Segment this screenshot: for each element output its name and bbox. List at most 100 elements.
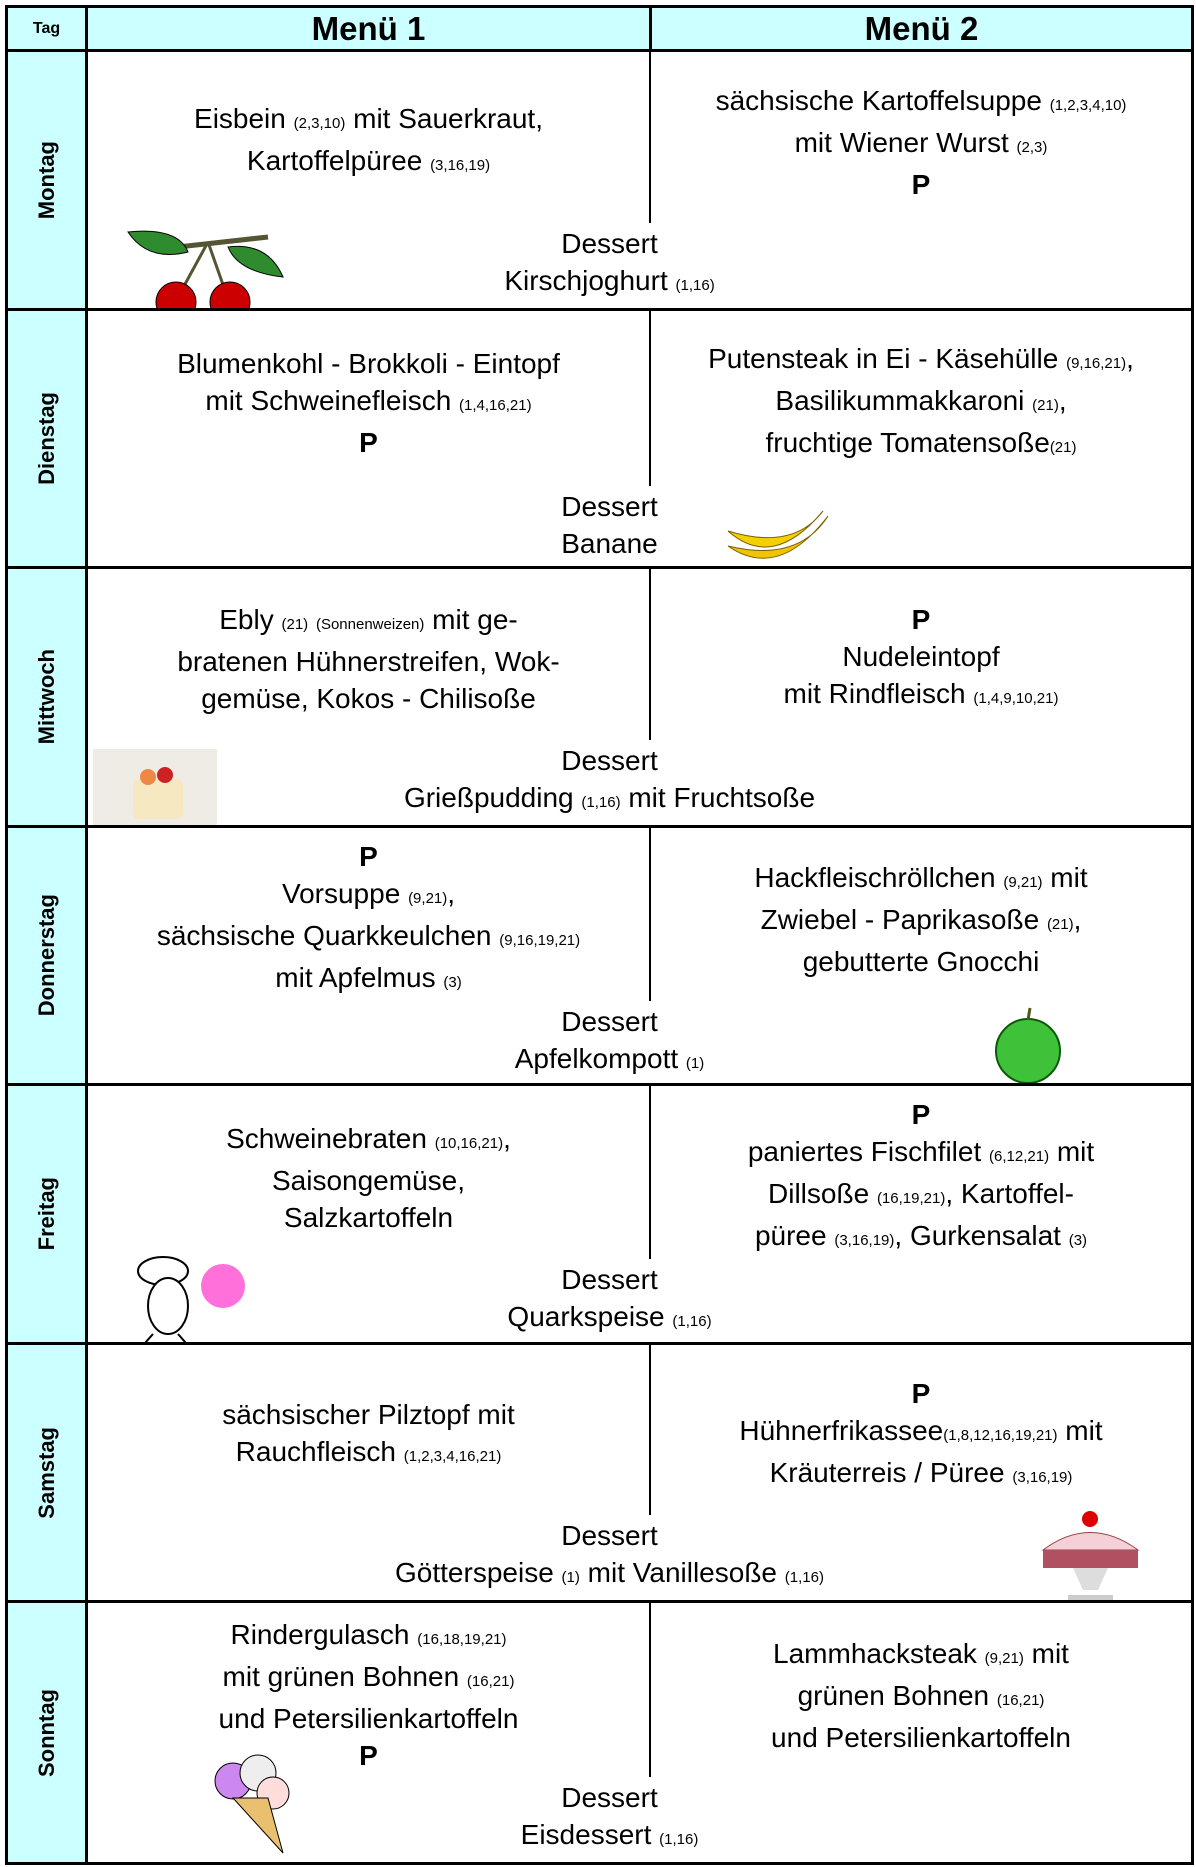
dish-text: , <box>447 877 456 909</box>
menu-line: Dessert <box>561 1779 657 1816</box>
dish-text: Kräuterreis / Püree <box>769 1456 1013 1488</box>
dish-text: fruchtige Tomatensoße <box>765 427 1050 459</box>
dish-text: Dessert <box>561 1782 658 1813</box>
allergen-codes: (Sonnenweizen) <box>315 616 425 634</box>
menu-line: mit Rindfleisch (1,4,9,10,21) <box>784 675 1059 717</box>
allergen-codes: (3,16,19) <box>834 1232 895 1250</box>
dish-text: Dillsoße <box>768 1178 877 1210</box>
day-cell: Freitag <box>8 1086 88 1345</box>
day-cell: Montag <box>8 52 88 311</box>
menu-line: P <box>359 838 378 875</box>
dish-text <box>308 604 316 635</box>
day-cell: Sonntag <box>8 1603 88 1862</box>
day-label: Montag <box>33 140 59 219</box>
menu2: Hackfleischröllchen (9,21) mit Zwiebel - … <box>649 827 1191 1001</box>
dish-text: grünen Bohnen <box>797 1679 997 1711</box>
menu-line: Basilikummakkaroni (21), <box>775 382 1066 424</box>
dish-text: mit grünen Bohnen <box>222 1661 467 1693</box>
dish-text: Putensteak in Ei - Käsehülle <box>708 343 1067 375</box>
menus: Schweinebraten (10,16,21), Saisongemüse, S… <box>88 1086 1191 1260</box>
menu-line: P <box>912 166 931 203</box>
menu-line: Hühnerfrikassee(1,8,12,16,19,21) mit <box>739 1412 1102 1454</box>
menu-line: P <box>912 601 931 638</box>
menu-line: Dessert <box>561 1003 657 1040</box>
allergen-codes: (9,16,19,21) <box>499 931 581 949</box>
dish-text: Grießpudding <box>403 781 582 813</box>
allergen-codes: (2,3,10) <box>293 115 346 133</box>
menu-line: Dessert <box>561 1261 657 1298</box>
menu-line: Eisdessert (1,16) <box>521 1816 699 1858</box>
day-label: Donnerstag <box>33 894 59 1017</box>
menu-line: bratenen Hühnerstreifen, Wok- <box>177 643 559 680</box>
menu-line: püree (3,16,19), Gurkensalat (3) <box>755 1217 1087 1259</box>
dish-text: Dessert <box>561 1264 658 1296</box>
menu-line: Ebly (21) (Sonnenweizen) mit ge- <box>219 601 517 643</box>
dessert: Dessert Eisdessert (1,16) <box>88 1777 1131 1862</box>
allergen-codes: (16,18,19,21) <box>417 1631 507 1649</box>
menu1: Ebly (21) (Sonnenweizen) mit ge-bratenen… <box>88 569 649 740</box>
day-label: Dienstag <box>33 391 59 485</box>
dish-text: mit Apfelmus <box>275 961 444 993</box>
allergen-codes: (3,16,19) <box>1012 1468 1073 1486</box>
dessert: Dessert Grießpudding (1,16) mit Fruchtsoß… <box>88 740 1131 825</box>
menu-line: und Petersilienkartoffeln <box>219 1700 519 1737</box>
menu-line: P <box>359 1737 378 1774</box>
menu-line: fruchtige Tomatensoße(21) <box>766 424 1077 466</box>
allergen-codes: (1,8,12,16,19,21) <box>943 1426 1058 1444</box>
menu-line: Hackfleischröllchen (9,21) mit <box>754 859 1087 901</box>
dish-text: Banane <box>561 528 658 560</box>
menu-line: Quarkspeise (1,16) <box>507 1298 711 1340</box>
illustration <box>127 230 284 308</box>
allergen-codes: (1,2,3,4,16,21) <box>403 1447 502 1465</box>
allergen-codes: (1,4,9,10,21) <box>973 690 1059 708</box>
allergen-codes: (2,3) <box>1016 138 1048 156</box>
pork-mark: P <box>911 1377 931 1409</box>
menu1: Blumenkohl - Brokkoli - Eintopf mit Schwe… <box>88 311 649 487</box>
dish-text: Salzkartoffeln <box>283 1201 454 1233</box>
dish-text: Eisdessert <box>520 1819 660 1850</box>
day-cell: Donnerstag <box>8 827 88 1087</box>
menu-line: sächsischer Pilztopf mit <box>222 1396 515 1433</box>
dish-text: Dessert <box>561 1520 658 1552</box>
header-day: Tag <box>8 8 88 52</box>
day-row: Schweinebraten (10,16,21), Saisongemüse, S… <box>88 1086 1191 1345</box>
allergen-codes: (1,16) <box>581 793 621 811</box>
day-cell: Mittwoch <box>8 569 88 828</box>
allergen-codes: (16,21) <box>466 1673 515 1691</box>
dish-text: gebutterte Gnocchi <box>802 945 1040 977</box>
illustration <box>1041 1510 1140 1601</box>
allergen-codes: (9,21) <box>1003 873 1043 891</box>
dish-text: , <box>503 1122 511 1154</box>
menu2: Putensteak in Ei - Käsehülle (9,16,21), B… <box>649 310 1191 487</box>
dish-text: Nudeleintopf <box>842 641 1000 673</box>
allergen-codes: (10,16,21) <box>434 1134 504 1152</box>
menu1: sächsischer Pilztopf mit Rauchfleisch (1,… <box>88 1345 649 1516</box>
dish-text: Hühnerfrikassee <box>739 1414 944 1446</box>
dish-text: gemüse, Kokos - Chilisoße <box>201 683 536 715</box>
dish-text: sächsische Quarkkeulchen <box>156 919 500 951</box>
dish-text: , Kartoffel- <box>945 1178 1074 1210</box>
menu1: Rindergulasch (16,18,19,21) mit grünen Bo… <box>88 1603 649 1777</box>
day-row: Rindergulasch (16,18,19,21) mit grünen Bo… <box>88 1603 1191 1862</box>
dessert: Dessert Götterspeise (1) mit Vanillesoße … <box>88 1515 1131 1600</box>
dish-text: püree <box>754 1220 835 1252</box>
menu-line: gemüse, Kokos - Chilisoße <box>201 680 536 717</box>
menu-line: P <box>912 1375 931 1412</box>
menu-line: Rindergulasch (16,18,19,21) <box>230 1616 506 1658</box>
dish-text: Dessert <box>561 491 658 523</box>
pork-mark: P <box>911 604 931 636</box>
dish-text: Vorsuppe <box>281 877 409 909</box>
dish-text: Zwiebel - Paprikasoße <box>760 903 1047 935</box>
menu-line: P <box>359 424 378 461</box>
header-menu2: Menü 2 <box>649 8 1191 49</box>
allergen-codes: (21) <box>1046 915 1074 933</box>
menu1: Schweinebraten (10,16,21), Saisongemüse, S… <box>88 1086 649 1259</box>
dish-text: mit Rindfleisch <box>783 678 974 710</box>
menu-line: Eisbein (2,3,10) mit Sauerkraut, <box>194 100 543 142</box>
dish-text: Schweinebraten <box>226 1122 435 1154</box>
pork-mark: P <box>359 1740 378 1772</box>
menu-line: mit Apfelmus (3) <box>275 959 461 1001</box>
menu-line: Salzkartoffeln <box>284 1199 453 1236</box>
dish-text: Kirschjoghurt <box>504 264 676 296</box>
dessert: Dessert Quarkspeise (1,16) <box>88 1259 1131 1342</box>
